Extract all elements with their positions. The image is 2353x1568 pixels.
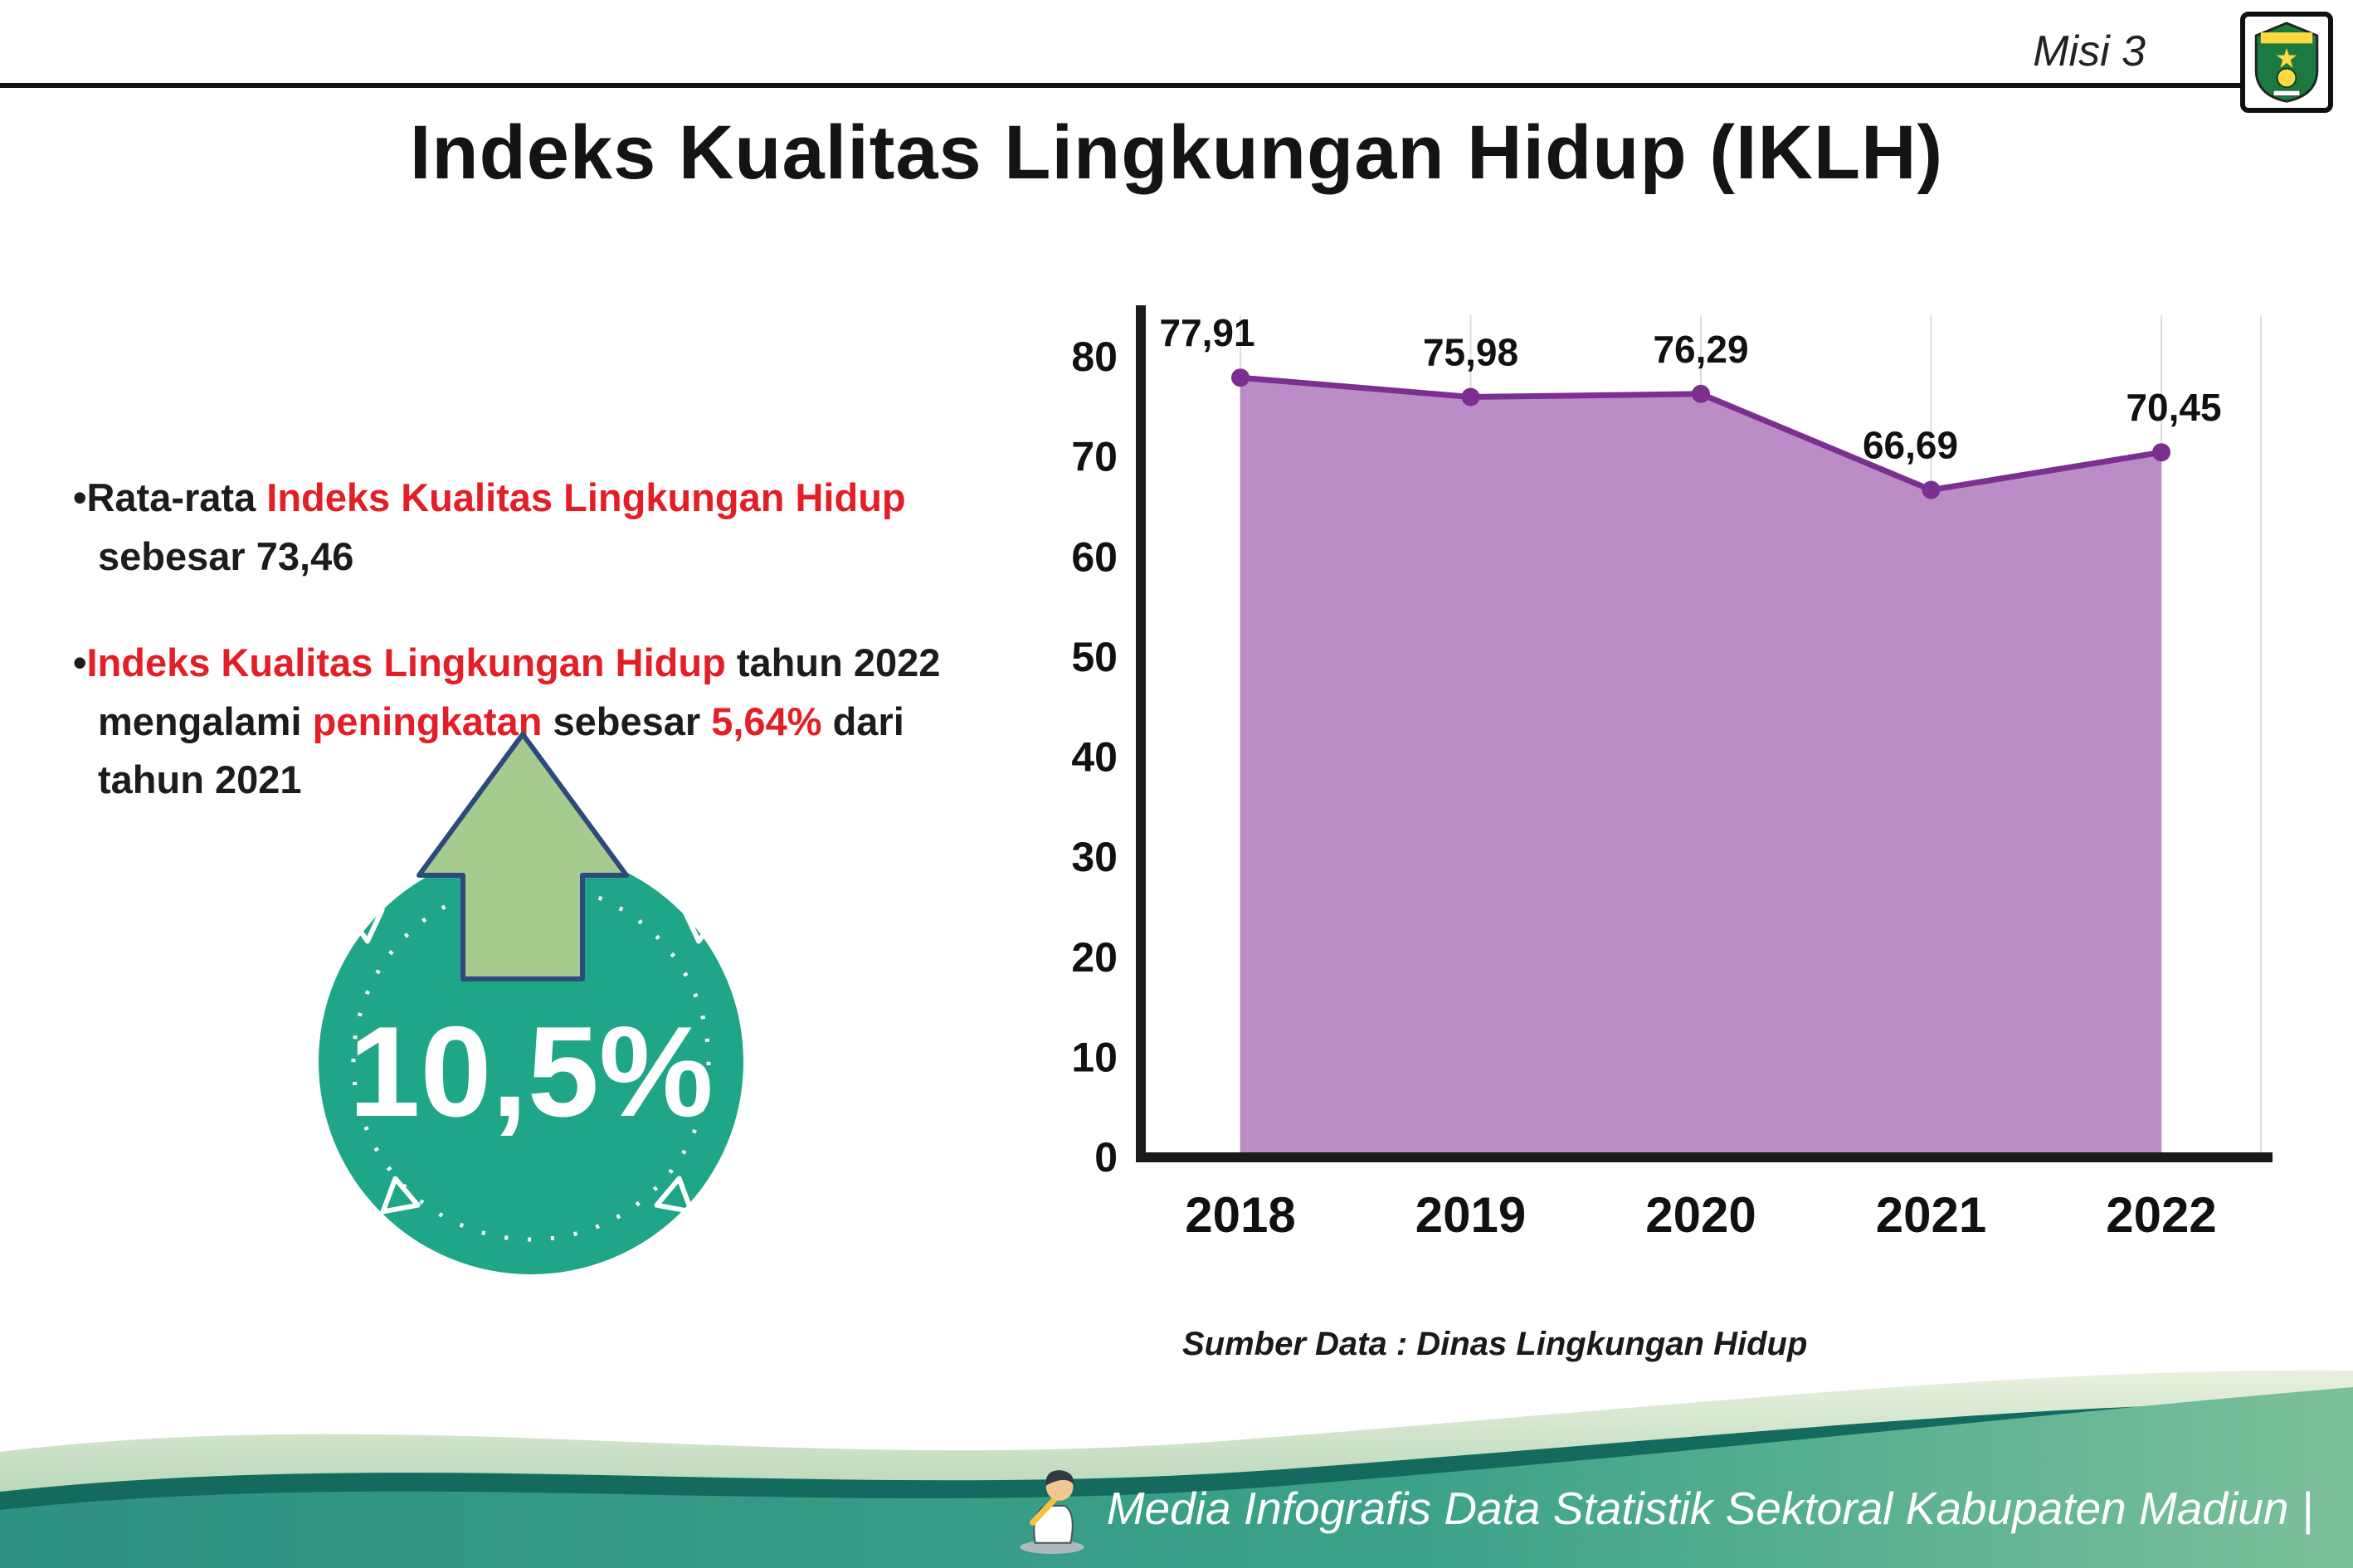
data-point [1231, 368, 1250, 387]
y-tick-label: 20 [1071, 934, 1118, 981]
bullet-text-highlight: Indeks Kualitas Lingkungan Hidup [86, 640, 726, 684]
footer-caption: Media Infografis Data Statistik Sektoral… [1106, 1483, 2313, 1534]
y-tick-label: 70 [1071, 434, 1118, 480]
chart-source-label: Sumber Data : Dinas Lingkungan Hidup [1182, 1326, 1808, 1362]
x-tick-label: 2018 [1185, 1187, 1295, 1243]
data-label: 77,91 [1159, 311, 1254, 354]
increase-badge-graphic: 10,5% [319, 732, 743, 1274]
bullet-text: tahun 2022 mengalami [98, 640, 941, 743]
bullet-text: sebesar 73,46 [98, 533, 354, 578]
iklh-chart: 77,91 75,98 76,29 66,69 70,45 0 10 20 30 40 50 60 70… [1041, 290, 2302, 1286]
bullet-text: sebesar [542, 699, 712, 743]
bullet-increase-2022: •Indeks Kualitas Lingkungan Hidup tahun … [73, 634, 1011, 810]
page-title: Indeks Kualitas Lingkungan Hidup (IKLH) [409, 110, 1944, 195]
y-tick-label: 0 [1094, 1134, 1118, 1181]
data-label: 76,29 [1653, 328, 1748, 371]
data-point [1692, 384, 1710, 403]
x-tick-label: 2021 [1876, 1187, 1986, 1243]
bullet-text: Rata-rata [86, 475, 267, 519]
y-tick-label: 40 [1071, 734, 1118, 781]
key-points: •Rata-rata Indeks Kualitas Lingkungan Hi… [73, 469, 1011, 810]
badge-percentage: 10,5% [348, 1000, 714, 1143]
y-tick-label: 80 [1071, 334, 1118, 380]
bullet-text-highlight: Indeks Kualitas Lingkungan Hidup [266, 475, 906, 519]
x-tick-label: 2019 [1415, 1187, 1526, 1243]
x-tick-label: 2022 [2106, 1187, 2216, 1243]
data-point [1922, 480, 1941, 499]
badge-triangle-decor [344, 907, 722, 1215]
misi-label: Misi 3 [2033, 27, 2146, 75]
area-fill [1240, 377, 2161, 1157]
footer-wave-decor [0, 1352, 2353, 1568]
iklh-chart-svg: 77,91 75,98 76,29 66,69 70,45 0 10 20 30 40 50 60 70… [1071, 305, 2273, 1243]
mascot-icon [1020, 1470, 1084, 1554]
badge-circle [319, 850, 743, 1274]
y-tick-label: 60 [1071, 533, 1118, 580]
kabupaten-madiun-logo [2240, 12, 2333, 113]
y-tick-label: 50 [1071, 634, 1118, 680]
data-point [1461, 387, 1480, 407]
data-point [2152, 443, 2170, 462]
data-label: 66,69 [1863, 424, 1958, 467]
top-divider [0, 83, 2243, 88]
data-label: 70,45 [2126, 386, 2221, 429]
data-label: 75,98 [1423, 330, 1518, 373]
bullet-dot: • [73, 640, 87, 684]
bullet-average-iklh: •Rata-rata Indeks Kualitas Lingkungan Hi… [73, 469, 1011, 586]
bullet-text-highlight: 5,64% [711, 699, 822, 743]
footer-bar: Media Infografis Data Statistik Sektoral… [1014, 1458, 2313, 1558]
bullet-text-highlight: peningkatan [312, 699, 543, 743]
x-tick-label: 2020 [1645, 1187, 1756, 1243]
y-tick-label: 30 [1071, 834, 1118, 880]
bullet-dot: • [73, 475, 87, 519]
bullet-text: dari tahun 2021 [98, 699, 904, 802]
footer-wave-svg [0, 1370, 2353, 1568]
y-tick-label: 10 [1071, 1034, 1118, 1080]
kabupaten-madiun-crest-icon [2254, 22, 2319, 103]
increase-arrow-icon [417, 732, 629, 981]
increase-badge: 10,5% [299, 705, 763, 1286]
